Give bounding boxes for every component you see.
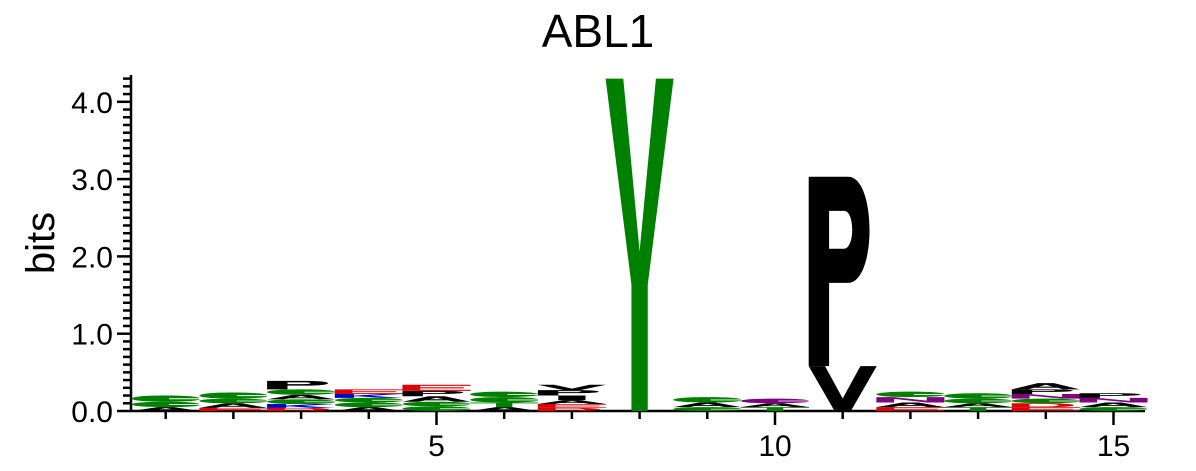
logo-letter-T-pos-6 xyxy=(470,402,539,408)
y-axis-label: bits xyxy=(19,212,63,274)
logo-letter-S-pos-15 xyxy=(1079,407,1148,411)
logo-letter-D-pos-7 xyxy=(537,407,600,411)
logo-letter-A-pos-12 xyxy=(876,402,945,408)
logo-letter-A-pos-2 xyxy=(199,403,268,408)
x-tick-label: 5 xyxy=(428,430,445,463)
logo-letter-G-pos-4 xyxy=(334,397,403,403)
logo-letter-N-pos-15 xyxy=(1079,397,1148,403)
logo-letter-A-pos-15 xyxy=(1079,402,1148,408)
logo-letter-G-pos-14 xyxy=(1011,398,1080,404)
logo-letter-G-pos-5 xyxy=(402,406,471,411)
y-axis: 0.0 1.0 2.0 3.0 4.0 xyxy=(71,75,133,429)
logo-letter-G-pos-1 xyxy=(131,395,200,402)
y-tick-label: 1.0 xyxy=(71,319,113,352)
x-tick-label: 10 xyxy=(758,430,791,463)
logo-letter-P-pos-3 xyxy=(267,380,328,390)
logo-letter-P-pos-7 xyxy=(537,390,599,396)
logo-letter-P-pos-15 xyxy=(1079,393,1141,398)
logo-letter-E-pos-5 xyxy=(402,384,471,391)
x-tick-label: 15 xyxy=(1097,430,1130,463)
logo-letter-S-pos-1 xyxy=(131,401,200,408)
logo-letter-E-pos-12 xyxy=(876,407,945,411)
chart-title: ABL1 xyxy=(542,5,655,57)
y-tick-label: 4.0 xyxy=(71,87,113,120)
logo-letter-S-pos-12 xyxy=(876,391,945,398)
logo-letter-E-pos-7 xyxy=(537,404,606,408)
logo-letter-A-pos-9 xyxy=(673,402,742,408)
logo-letter-K-pos-4 xyxy=(334,393,403,398)
logo-letter-D-pos-14 xyxy=(1011,403,1074,408)
logo-letter-V-pos-7 xyxy=(537,384,606,391)
x-axis: 5 10 15 xyxy=(131,409,1145,463)
y-tick-label: 2.0 xyxy=(71,241,113,274)
y-tick-label: 3.0 xyxy=(71,164,113,197)
logo-letter-T-pos-10 xyxy=(741,407,809,411)
logo-letter-E-pos-2 xyxy=(199,407,268,411)
logo-letter-G-pos-6 xyxy=(470,391,539,398)
logo-letter-Q-pos-10 xyxy=(741,398,809,404)
logo-letter-S-pos-5 xyxy=(402,401,471,407)
logo-letter-S-pos-2 xyxy=(199,398,268,404)
logo-letter-A-pos-14 xyxy=(1011,383,1080,390)
logo-letter-A-pos-13 xyxy=(944,403,1013,408)
logo-letter-A-pos-4 xyxy=(334,407,403,411)
logo-letter-G-pos-9 xyxy=(673,407,742,411)
logo-letter-G-pos-13 xyxy=(944,393,1013,399)
logo-letter-A-pos-7 xyxy=(537,400,606,405)
logo-letter-S-pos-6 xyxy=(470,397,539,403)
logo-letter-S-pos-4 xyxy=(334,402,403,408)
logo-letter-K-pos-3 xyxy=(267,404,336,408)
logo-letter-G-pos-2 xyxy=(199,392,268,399)
logo-letter-E-pos-4 xyxy=(334,389,403,394)
y-tick-label: 0.0 xyxy=(71,396,113,429)
logo-letter-A-pos-10 xyxy=(741,403,809,408)
logo-letter-T-pos-13 xyxy=(944,407,1013,411)
logo-letter-P-pos-5 xyxy=(402,390,464,397)
logo-letter-P-pos-11 xyxy=(808,176,870,367)
logo-letter-N-pos-12 xyxy=(876,397,945,403)
logo-letter-A-pos-6 xyxy=(470,407,539,411)
logo-letter-S-pos-13 xyxy=(944,398,1013,404)
logo-letter-S-pos-9 xyxy=(673,397,742,403)
logo-letter-N-pos-14 xyxy=(1011,393,1080,399)
logo-letter-E-pos-14 xyxy=(1011,407,1080,411)
logo-letter-Y-pos-8 xyxy=(605,78,674,412)
logo-letter-I-pos-7 xyxy=(558,395,586,401)
logo-stacks xyxy=(131,78,1148,412)
logo-letter-A-pos-1 xyxy=(131,407,200,411)
logo-letter-S-pos-3 xyxy=(267,399,336,405)
logo-letter-D-pos-3 xyxy=(267,407,330,411)
logo-letter-V-pos-11 xyxy=(808,366,877,411)
logo-letter-G-pos-3 xyxy=(267,389,336,395)
logo-letter-A-pos-3 xyxy=(267,394,336,400)
logo-letter-P-pos-14 xyxy=(1011,389,1073,394)
logo-letter-A-pos-5 xyxy=(402,396,471,402)
